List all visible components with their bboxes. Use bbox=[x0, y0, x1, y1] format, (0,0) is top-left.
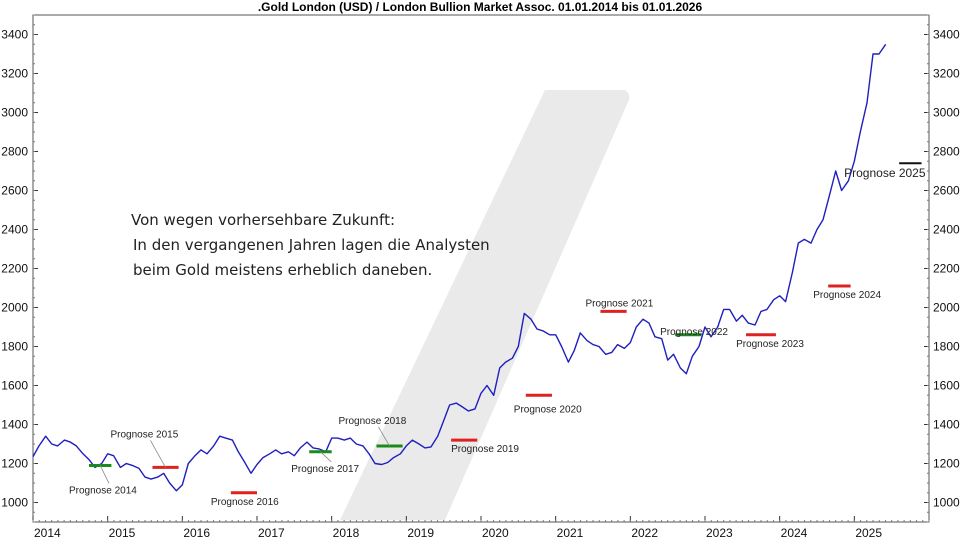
y-tick-label-right: 2600 bbox=[933, 184, 960, 198]
prognose-label: Prognose 2018 bbox=[338, 416, 406, 427]
y-tick-label-right: 2800 bbox=[933, 145, 960, 159]
y-tick-label-right: 3200 bbox=[933, 67, 960, 81]
y-tick-label-right: 1000 bbox=[933, 496, 960, 510]
x-tick-label: 2022 bbox=[631, 526, 658, 540]
prognose-leader bbox=[99, 465, 110, 484]
y-tick-label-left: 2800 bbox=[1, 145, 28, 159]
y-tick-label-left: 3400 bbox=[1, 28, 28, 42]
y-tick-label-right: 3400 bbox=[933, 28, 960, 42]
y-tick-label-left: 3200 bbox=[1, 67, 28, 81]
annotation-note: Von wegen vorhersehbare Zukunft: In den … bbox=[131, 208, 490, 283]
y-tick-label-right: 1200 bbox=[933, 457, 960, 471]
prognose-label: Prognose 2022 bbox=[660, 327, 728, 338]
x-tick-label: 2014 bbox=[34, 526, 61, 540]
prognose-label: Prognose 2025 bbox=[844, 166, 926, 180]
note-line-2: In den vergangenen Jahren lagen die Anal… bbox=[133, 236, 490, 254]
y-tick-label-right: 3000 bbox=[933, 106, 960, 120]
y-tick-label-left: 1200 bbox=[1, 457, 28, 471]
y-tick-label-right: 1400 bbox=[933, 418, 960, 432]
x-tick-label: 2020 bbox=[482, 526, 509, 540]
x-tick-label: 2025 bbox=[855, 526, 882, 540]
prognose-label: Prognose 2017 bbox=[291, 464, 359, 475]
note-line-1: Von wegen vorhersehbare Zukunft: bbox=[131, 211, 396, 229]
y-tick-label-left: 1800 bbox=[1, 340, 28, 354]
x-tick-label: 2021 bbox=[557, 526, 584, 540]
x-tick-label: 2018 bbox=[333, 526, 360, 540]
y-tick-label-right: 1600 bbox=[933, 379, 960, 393]
y-tick-label-left: 2000 bbox=[1, 301, 28, 315]
y-tick-label-left: 1400 bbox=[1, 418, 28, 432]
y-tick-label-right: 2400 bbox=[933, 223, 960, 237]
x-tick-label: 2024 bbox=[781, 526, 808, 540]
prognose-label: Prognose 2021 bbox=[585, 298, 653, 309]
prognose-label: Prognose 2019 bbox=[451, 444, 519, 455]
y-tick-label-left: 1600 bbox=[1, 379, 28, 393]
gold-price-line bbox=[32, 43, 887, 492]
y-tick-label-left: 1000 bbox=[1, 496, 28, 510]
x-tick-label: 2015 bbox=[109, 526, 136, 540]
prognose-leader bbox=[320, 451, 332, 463]
prognose-leader bbox=[150, 440, 166, 468]
y-tick-label-right: 2000 bbox=[933, 301, 960, 315]
prognose-label: Prognose 2024 bbox=[813, 290, 881, 301]
x-tick-label: 2016 bbox=[183, 526, 210, 540]
prognose-label: Prognose 2014 bbox=[69, 485, 137, 496]
watermark-stripe bbox=[340, 90, 630, 520]
chart-title: .Gold London (USD) / London Bullion Mark… bbox=[257, 0, 703, 14]
y-tick-label-right: 2200 bbox=[933, 262, 960, 276]
x-tick-label: 2017 bbox=[258, 526, 285, 540]
prognose-label: Prognose 2020 bbox=[514, 404, 582, 415]
y-tick-label-right: 1800 bbox=[933, 340, 960, 354]
prognose-leader bbox=[378, 426, 390, 447]
prognose-label: Prognose 2023 bbox=[736, 339, 804, 350]
note-line-3: beim Gold meistens erheblich daneben. bbox=[133, 261, 433, 279]
x-tick-label: 2023 bbox=[706, 526, 733, 540]
x-tick-label: 2019 bbox=[407, 526, 434, 540]
y-tick-label-left: 2400 bbox=[1, 223, 28, 237]
prognose-label: Prognose 2015 bbox=[110, 429, 178, 440]
y-tick-label-left: 2600 bbox=[1, 184, 28, 198]
y-tick-label-left: 2200 bbox=[1, 262, 28, 276]
y-tick-label-left: 3000 bbox=[1, 106, 28, 120]
prognose-label: Prognose 2016 bbox=[211, 497, 279, 508]
